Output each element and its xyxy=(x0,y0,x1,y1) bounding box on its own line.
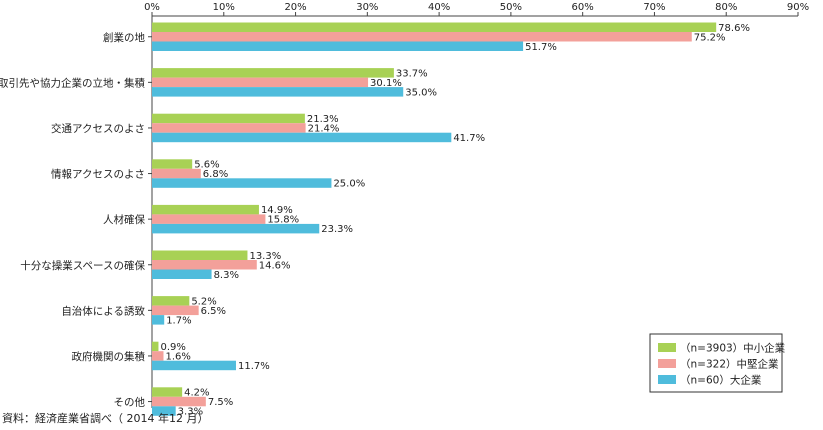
x-tick-label: 10% xyxy=(213,2,235,13)
x-tick-label: 60% xyxy=(572,2,594,13)
x-tick-label: 30% xyxy=(356,2,378,13)
data-label: 33.7% xyxy=(396,68,428,79)
data-label: 8.3% xyxy=(214,270,239,281)
category-label: 創業の地 xyxy=(103,31,145,44)
data-label: 4.2% xyxy=(184,388,209,399)
data-label: 41.7% xyxy=(453,133,485,144)
bar xyxy=(152,168,201,179)
bar xyxy=(152,269,212,279)
bar xyxy=(152,32,692,42)
bar xyxy=(152,250,248,260)
data-label: 1.6% xyxy=(165,352,190,363)
legend-label: （n=60）大企業 xyxy=(680,374,762,387)
category-labels: 創業の地取引先や協力企業の立地・集積交通アクセスのよさ情報アクセスのよさ人材確保… xyxy=(0,31,145,409)
bar xyxy=(152,260,257,270)
data-label: 75.2% xyxy=(694,32,726,43)
x-tick-label: 50% xyxy=(500,2,522,13)
bar xyxy=(152,68,394,78)
bars xyxy=(152,22,717,416)
data-label: 6.8% xyxy=(203,169,228,180)
category-label: 十分な操業スペースの確保 xyxy=(20,259,145,272)
data-label: 1.7% xyxy=(166,315,191,326)
bar xyxy=(152,387,183,397)
data-label: 11.7% xyxy=(238,361,270,372)
legend-swatch xyxy=(658,343,676,352)
data-label: 21.3% xyxy=(307,114,339,125)
data-label: 23.3% xyxy=(321,224,353,235)
category-label: 情報アクセスのよさ xyxy=(51,168,145,181)
data-label: 25.0% xyxy=(333,179,365,190)
source-note: 資料：経済産業省調べ（ 2014 年12 月） xyxy=(2,412,209,425)
bar xyxy=(152,22,717,32)
data-label: 5.6% xyxy=(194,160,219,171)
bar xyxy=(152,87,404,97)
bar xyxy=(152,315,165,325)
bar xyxy=(152,296,190,306)
data-label: 14.6% xyxy=(259,260,291,271)
bar xyxy=(152,113,305,124)
category-label: 人材確保 xyxy=(103,213,145,226)
x-tick-label: 90% xyxy=(787,2,809,13)
data-labels: 78.6%75.2% 51.7% 33.7%30.1%35.0% 21.3%21.4%… xyxy=(160,23,749,418)
bar xyxy=(152,223,320,234)
category-label: 政府機関の集積 xyxy=(72,350,146,363)
bar xyxy=(152,77,369,88)
bar xyxy=(152,132,452,143)
x-tick-label: 40% xyxy=(428,2,450,13)
data-label: 13.3% xyxy=(249,251,281,262)
legend: （n=3903）中小企業 （n=322）中堅企業 （n=60）大企業 xyxy=(649,333,786,393)
data-label: 6.5% xyxy=(201,306,226,317)
bar xyxy=(152,360,236,371)
data-label: 0.9% xyxy=(160,342,185,353)
data-label: 5.2% xyxy=(191,296,216,307)
legend-label: （n=3903）中小企業 xyxy=(680,342,786,355)
data-label: 35.0% xyxy=(405,87,437,98)
x-tick-label: 70% xyxy=(643,2,665,13)
bar xyxy=(152,204,259,215)
bar xyxy=(152,123,306,133)
data-label: 15.8% xyxy=(267,215,299,226)
data-label: 14.9% xyxy=(261,205,293,216)
bar xyxy=(152,41,524,51)
bar xyxy=(152,178,332,188)
bar xyxy=(152,341,159,352)
bar xyxy=(152,396,206,407)
category-label: その他 xyxy=(114,396,146,409)
x-tick-label: 20% xyxy=(284,2,306,13)
data-label: 21.4% xyxy=(308,124,340,135)
data-label: 3.3% xyxy=(178,407,203,418)
legend-label: （n=322）中堅企業 xyxy=(680,358,779,371)
data-label: 30.1% xyxy=(370,78,402,89)
bar xyxy=(152,406,176,416)
bar xyxy=(152,159,193,169)
legend-swatch xyxy=(658,375,676,384)
legend-swatch xyxy=(658,359,676,368)
bar xyxy=(152,214,266,224)
category-label: 取引先や協力企業の立地・集積 xyxy=(0,76,145,89)
data-label: 51.7% xyxy=(525,42,557,53)
category-label: 自治体による誘致 xyxy=(61,304,145,317)
data-label: 7.5% xyxy=(208,397,233,408)
bar xyxy=(152,351,164,361)
data-label: 78.6% xyxy=(718,23,750,34)
category-label: 交通アクセスのよさ xyxy=(51,122,145,135)
x-tick-label: 0% xyxy=(144,2,160,13)
bar xyxy=(152,305,199,316)
x-tick-label: 80% xyxy=(715,2,737,13)
